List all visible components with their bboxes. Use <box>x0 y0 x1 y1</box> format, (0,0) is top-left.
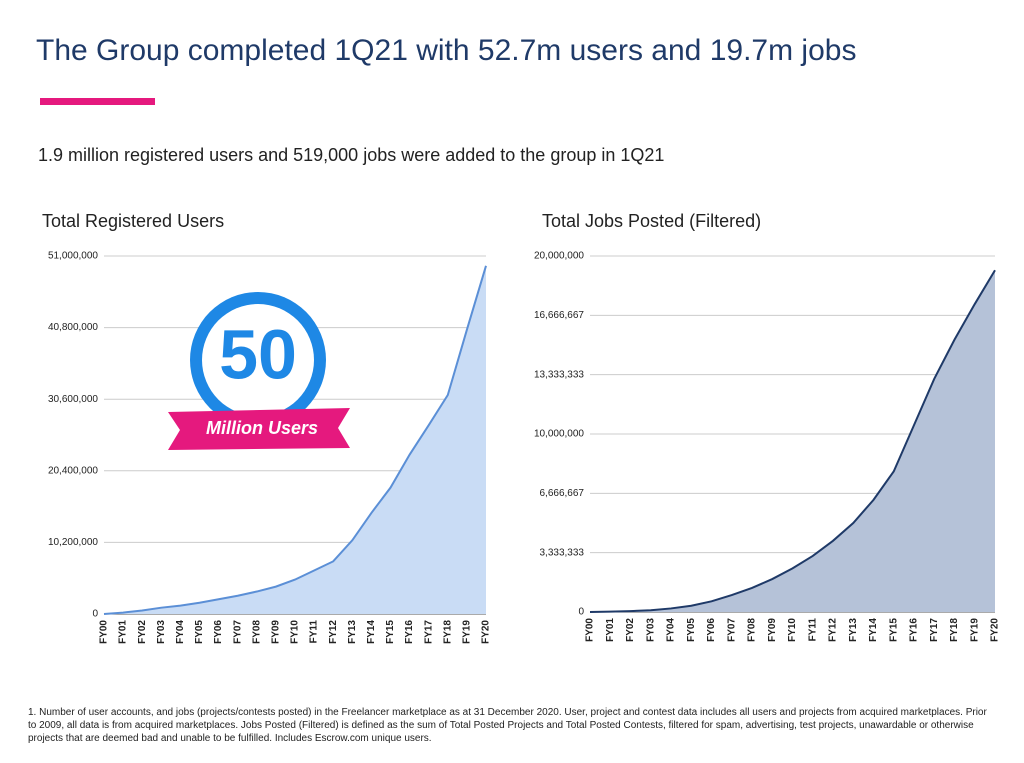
y-tick-label: 10,200,000 <box>48 537 98 548</box>
x-tick-label: FY17 <box>929 618 940 642</box>
x-tick-label: FY19 <box>462 620 473 644</box>
x-tick-label: FY04 <box>175 620 186 644</box>
slide-title: The Group completed 1Q21 with 52.7m user… <box>36 34 856 67</box>
chart-title: Total Registered Users <box>42 211 224 231</box>
y-tick-label: 30,600,000 <box>48 394 98 405</box>
x-tick-label: FY20 <box>990 618 1001 642</box>
y-tick-label: 0 <box>578 607 584 618</box>
x-tick-label: FY15 <box>385 620 396 644</box>
x-tick-label: FY05 <box>686 618 697 642</box>
x-tick-label: FY09 <box>767 618 778 642</box>
badge-inner <box>202 304 314 416</box>
y-tick-label: 40,800,000 <box>48 322 98 333</box>
y-tick-label: 13,333,333 <box>534 369 584 380</box>
y-tick-label: 20,000,000 <box>534 251 584 262</box>
y-tick-label: 3,333,333 <box>540 547 585 558</box>
y-tick-label: 10,000,000 <box>534 429 584 440</box>
x-tick-label: FY20 <box>481 620 492 644</box>
x-tick-label: FY18 <box>442 620 453 644</box>
x-tick-label: FY02 <box>137 620 148 644</box>
badge-ribbon <box>168 408 350 450</box>
y-tick-label: 20,400,000 <box>48 465 98 476</box>
y-tick-label: 16,666,667 <box>534 310 584 321</box>
x-tick-label: FY19 <box>969 618 980 642</box>
x-tick-label: FY01 <box>118 620 129 644</box>
badge-label: Million Users <box>206 418 318 438</box>
x-tick-label: FY15 <box>888 618 899 642</box>
x-tick-label: FY03 <box>156 620 167 644</box>
line <box>589 269 996 613</box>
x-tick-label: FY02 <box>625 618 636 642</box>
subtitle: 1.9 million registered users and 519,000… <box>38 145 664 165</box>
x-tick-label: FY14 <box>366 620 377 644</box>
accent-bar <box>40 98 155 105</box>
x-tick-label: FY10 <box>290 620 301 644</box>
x-tick-label: FY14 <box>868 618 879 642</box>
slide: The Group completed 1Q21 with 52.7m user… <box>36 34 1001 644</box>
x-tick-label: FY16 <box>404 620 415 644</box>
y-tick-label: 6,666,667 <box>540 488 585 499</box>
x-tick-label: FY12 <box>328 620 339 644</box>
y-tick-label: 0 <box>92 609 98 620</box>
line <box>103 265 487 615</box>
x-tick-label: FY12 <box>828 618 839 642</box>
x-tick-label: FY05 <box>194 620 205 644</box>
x-tick-label: FY06 <box>213 620 224 644</box>
x-tick-label: FY10 <box>787 618 798 642</box>
chart-title: Total Jobs Posted (Filtered) <box>542 211 761 231</box>
footnote: 1. Number of user accounts, and jobs (pr… <box>28 707 987 744</box>
x-tick-label: FY11 <box>309 620 320 644</box>
x-tick-label: FY03 <box>645 618 656 642</box>
x-tick-label: FY00 <box>99 620 110 644</box>
x-tick-label: FY01 <box>605 618 616 642</box>
x-tick-label: FY18 <box>949 618 960 642</box>
y-tick-label: 51,000,000 <box>48 251 98 262</box>
x-tick-label: FY08 <box>747 618 758 642</box>
badge: 50 Million Users <box>168 292 350 450</box>
x-tick-label: FY07 <box>726 618 737 642</box>
x-tick-label: FY08 <box>251 620 262 644</box>
x-tick-label: FY17 <box>423 620 434 644</box>
x-tick-label: FY06 <box>706 618 717 642</box>
x-tick-label: FY16 <box>909 618 920 642</box>
area <box>104 265 486 614</box>
x-tick-label: FY13 <box>347 620 358 644</box>
area <box>590 270 995 612</box>
badge-number: 50 <box>219 315 297 393</box>
x-tick-label: FY13 <box>848 618 859 642</box>
x-tick-label: FY07 <box>232 620 243 644</box>
x-tick-label: FY04 <box>666 618 677 642</box>
x-tick-label: FY09 <box>271 620 282 644</box>
x-tick-label: FY00 <box>585 618 596 642</box>
x-tick-label: FY11 <box>807 618 818 642</box>
